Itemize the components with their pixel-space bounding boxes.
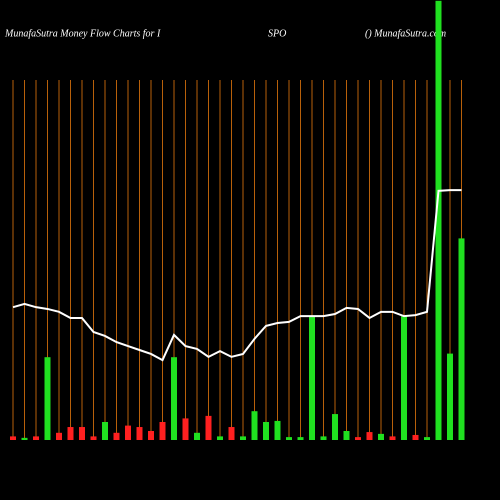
bar — [286, 437, 292, 440]
bar — [263, 422, 269, 440]
bar — [251, 411, 258, 440]
bar — [458, 238, 465, 440]
bar — [366, 432, 373, 440]
bar — [21, 437, 28, 440]
bar — [297, 437, 304, 440]
bar — [240, 436, 246, 440]
bar — [56, 432, 62, 440]
bar — [332, 414, 338, 440]
bar — [228, 427, 235, 440]
bar — [412, 434, 419, 440]
chart-title: MunafaSutra Money Flow Charts for I — [4, 28, 161, 39]
bar — [79, 427, 85, 440]
bar — [217, 436, 223, 440]
bar — [90, 436, 97, 440]
bar — [125, 425, 131, 440]
bar — [113, 432, 120, 440]
bar — [159, 422, 166, 440]
bar — [44, 357, 51, 440]
bar — [401, 316, 407, 440]
bar — [274, 420, 281, 440]
bar — [320, 436, 327, 440]
bar — [136, 427, 143, 440]
bar — [194, 432, 200, 440]
bar — [435, 0, 442, 441]
bar — [33, 436, 39, 440]
bar — [10, 436, 16, 440]
bar — [102, 422, 108, 440]
bar — [389, 436, 396, 440]
bar — [67, 427, 74, 440]
bar — [378, 433, 384, 440]
bar — [205, 415, 212, 440]
money-flow-line — [12, 189, 462, 362]
bar — [182, 418, 189, 440]
site: () MunafaSutra.com — [365, 28, 446, 39]
bar — [355, 437, 361, 440]
bar — [171, 357, 177, 440]
bar — [309, 316, 315, 440]
bar — [148, 431, 154, 440]
bar — [447, 353, 453, 440]
bar — [343, 431, 350, 440]
bar — [424, 437, 430, 440]
ticker: SPO — [268, 28, 286, 39]
